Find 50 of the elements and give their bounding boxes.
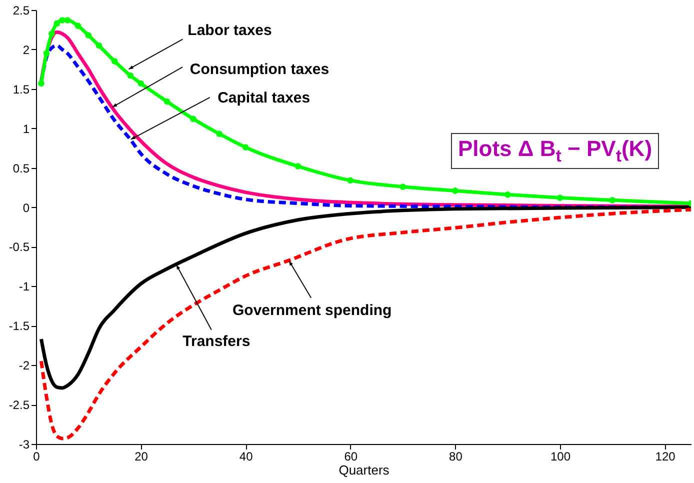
point bbox=[74, 22, 82, 29]
y-tick-label: 1 bbox=[22, 122, 30, 136]
point bbox=[242, 144, 249, 150]
x-tick-label: 60 bbox=[344, 450, 358, 464]
point bbox=[48, 30, 55, 37]
point bbox=[59, 17, 66, 24]
point bbox=[43, 50, 50, 57]
x-tick-label: 100 bbox=[550, 450, 571, 464]
annotation: Capital taxes bbox=[218, 89, 310, 106]
point bbox=[111, 58, 118, 64]
annotation: Labor taxes bbox=[188, 22, 272, 40]
x-tick-label: 40 bbox=[239, 450, 254, 464]
point bbox=[294, 163, 302, 170]
x-tick-label: 80 bbox=[449, 450, 463, 464]
point bbox=[127, 72, 134, 79]
y-tick-label: 2 bbox=[22, 42, 30, 57]
y-tick-label: -2 bbox=[18, 358, 30, 373]
annotation: Plots Δ B$_{t}$ − PV$_{t}$(K) bbox=[451, 133, 660, 170]
point bbox=[96, 42, 102, 49]
point bbox=[164, 98, 170, 105]
point bbox=[400, 184, 406, 190]
point bbox=[216, 130, 223, 138]
y-tick-label: -3 bbox=[18, 438, 30, 452]
y-tick-label: 1.5 bbox=[12, 82, 30, 96]
y-tick-label: -0.5 bbox=[8, 240, 30, 254]
point bbox=[504, 191, 511, 198]
y-tick-label: 0 bbox=[22, 200, 30, 215]
annotation: Government spending bbox=[232, 302, 392, 319]
y-tick-label: -2.5 bbox=[8, 398, 30, 412]
point bbox=[556, 194, 564, 201]
point bbox=[85, 32, 92, 38]
y-tick-label: 2.5 bbox=[12, 4, 30, 18]
x-axis-title: Quarters bbox=[338, 462, 390, 478]
point bbox=[54, 20, 60, 27]
annotation: Consumption taxes bbox=[190, 61, 330, 78]
y-tick-label: -1 bbox=[18, 280, 30, 294]
point bbox=[138, 80, 144, 87]
x-tick-label: 120 bbox=[655, 450, 676, 464]
annotation: Transfers bbox=[182, 332, 250, 350]
point bbox=[347, 177, 354, 184]
point bbox=[38, 80, 44, 87]
point bbox=[452, 188, 458, 194]
x-tick-label: 0 bbox=[33, 450, 40, 464]
x-tick-label: 20 bbox=[134, 450, 148, 464]
point bbox=[64, 17, 71, 24]
y-tick-label: 0.5 bbox=[12, 161, 30, 176]
y-tick-label: -1.5 bbox=[8, 319, 30, 334]
point bbox=[190, 116, 196, 122]
line-series bbox=[39, 208, 691, 440]
point bbox=[609, 197, 616, 204]
